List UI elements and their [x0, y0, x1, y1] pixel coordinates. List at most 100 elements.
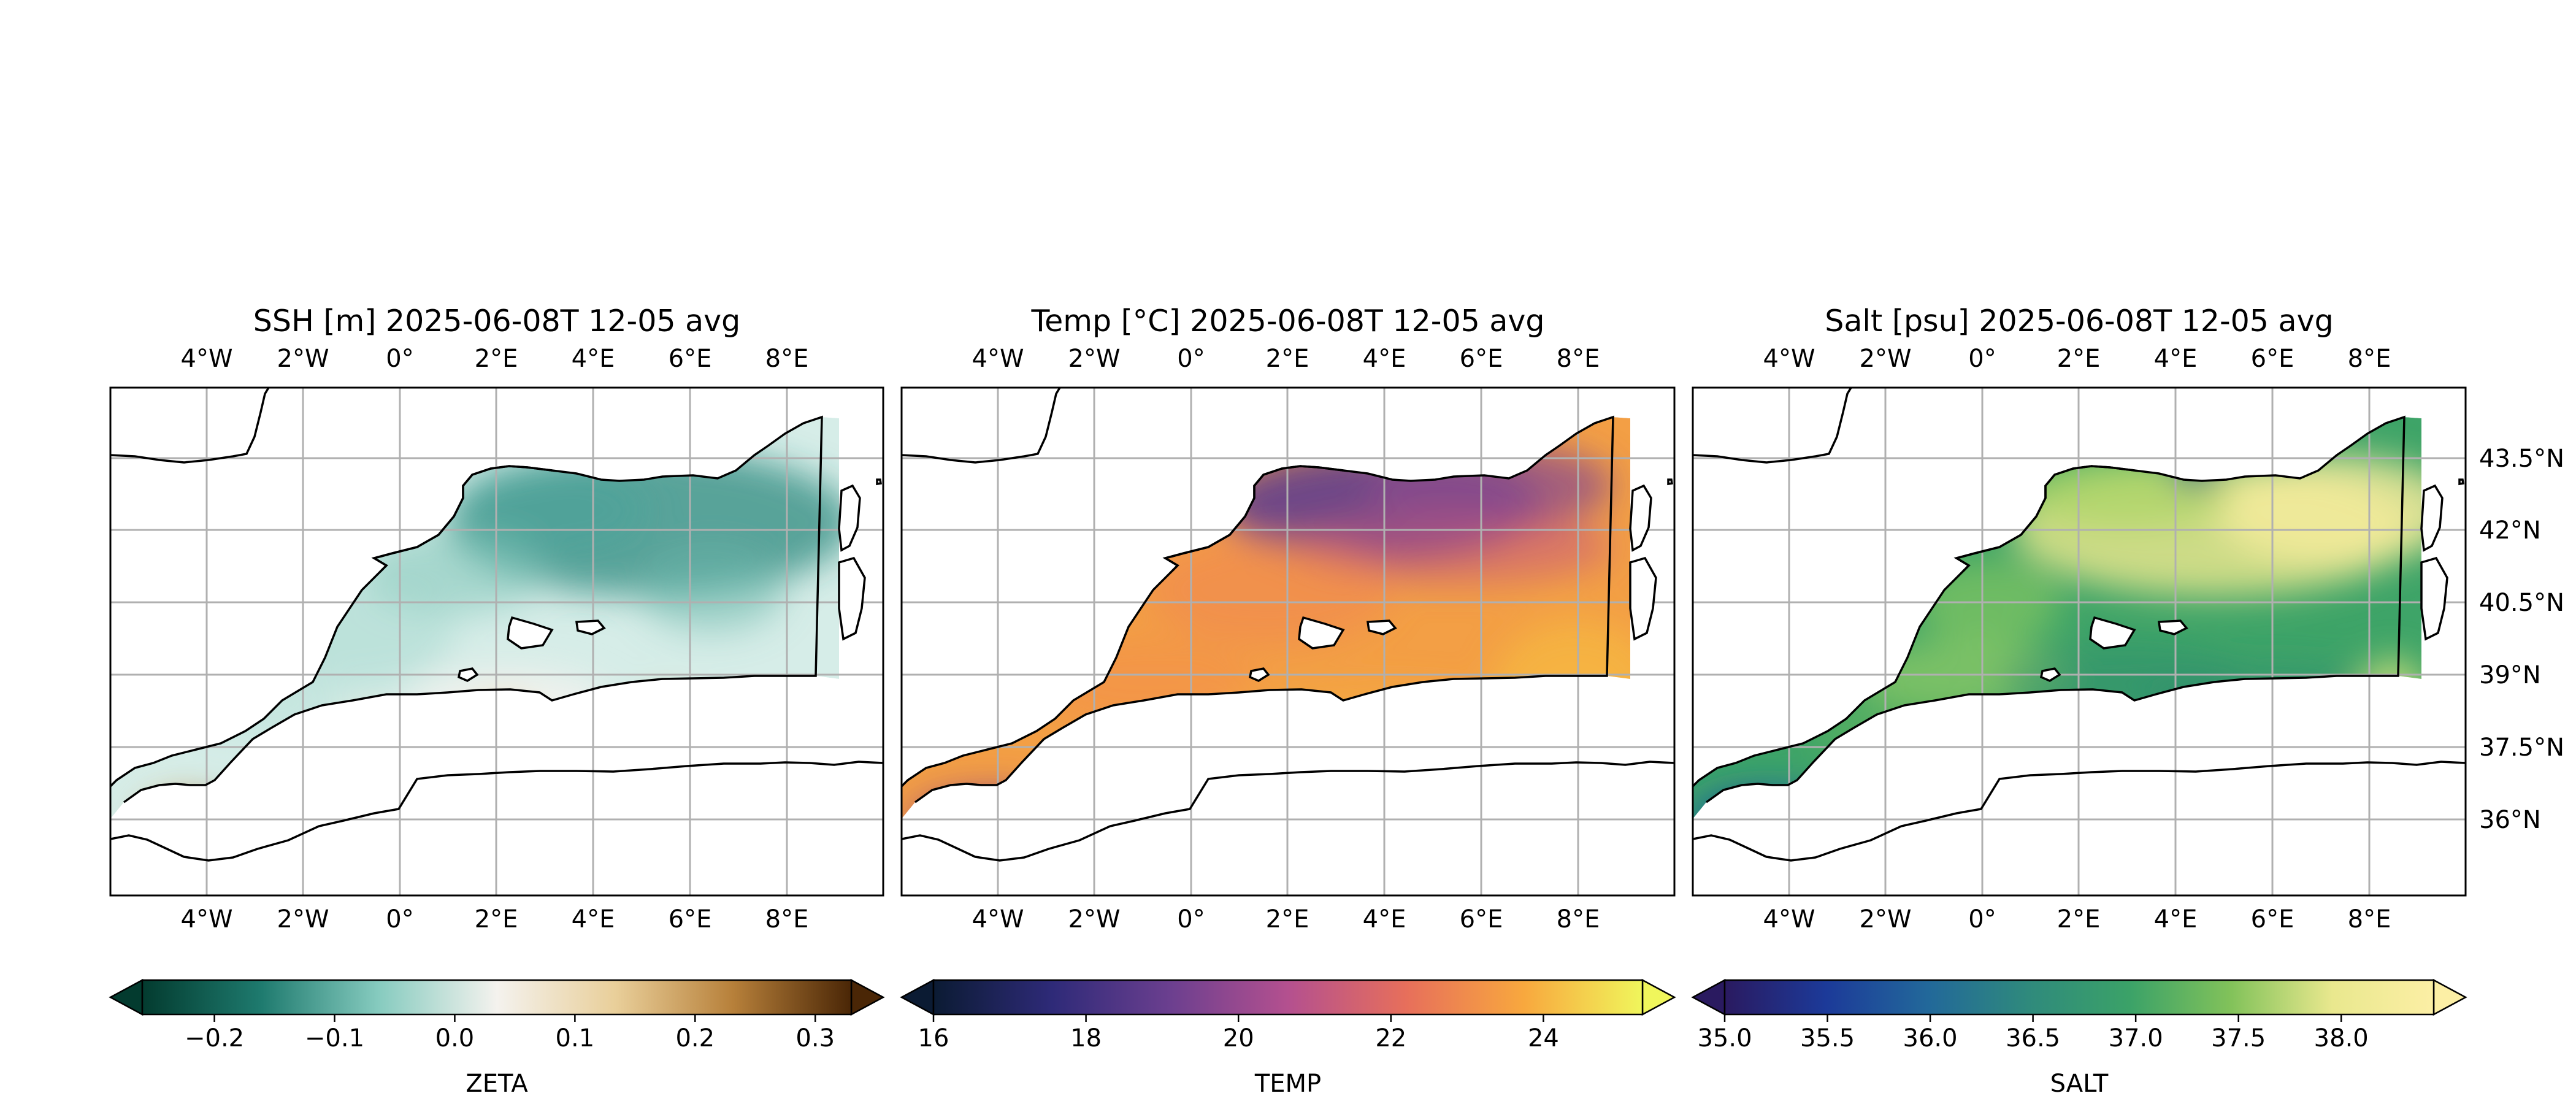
colorbar-ramp	[1723, 979, 2435, 1016]
colorbar-ssh: −0.2 −0.1 0.0 0.1 0.2 0.3 ZETA	[109, 978, 885, 1098]
lon-label-bottom: 4°E	[572, 905, 615, 933]
lon-label-bottom: 6°E	[669, 905, 712, 933]
colorbar-tick-label: 16	[918, 1024, 949, 1052]
island	[1249, 667, 1270, 682]
colorbar-temp: 16 18 20 22 24 TEMP	[900, 978, 1676, 1098]
lon-label-bottom: 4°E	[1363, 905, 1406, 933]
panel-salt: Salt [psu] 2025-06-08T 12-05 avg 4°W 4°W 2°…	[1691, 304, 2564, 1098]
lon-label-top: 4°E	[572, 345, 615, 373]
lon-label-bottom: 2°E	[475, 905, 518, 933]
lon-label-bottom: 6°E	[2251, 905, 2294, 933]
lat-label: 43.5°N	[2479, 445, 2564, 473]
colorbar-tick-label: −0.2	[185, 1024, 244, 1052]
lon-label-bottom: 2°E	[2057, 905, 2101, 933]
island	[507, 616, 554, 650]
island	[2420, 556, 2448, 641]
lon-label-bottom: 8°E	[765, 905, 809, 933]
lon-label-top: 2°E	[1266, 345, 1309, 373]
lon-label-top: 4°E	[1363, 345, 1406, 373]
colorbar-ramp	[141, 979, 853, 1016]
colorbar-tick-label: 20	[1223, 1024, 1254, 1052]
island	[838, 484, 861, 552]
colorbar-tick-label: 36.5	[2006, 1024, 2060, 1052]
panel-title: Temp [°C] 2025-06-08T 12-05 avg	[1030, 304, 1544, 339]
coastline	[110, 388, 883, 862]
colorbar-label: ZETA	[466, 1070, 528, 1098]
island	[876, 478, 883, 486]
island	[575, 619, 606, 635]
colorbar-extend-high	[1641, 978, 1676, 1016]
lon-label-top: 4°W	[1763, 345, 1815, 373]
lon-label-top: 0°	[1177, 345, 1205, 373]
lat-label: 36°N	[2479, 806, 2541, 834]
lon-label-top: 0°	[386, 345, 413, 373]
colorbar-tick-label: 35.0	[1697, 1024, 1752, 1052]
map-frame	[109, 386, 884, 897]
colorbar-ramp	[932, 979, 1644, 1016]
lon-label-bottom: 6°E	[1460, 905, 1503, 933]
lon-label-bottom: 0°	[1177, 905, 1205, 933]
island	[1366, 619, 1397, 635]
colorbar-salt: 35.0 35.5 36.0 36.5 37.0 37.5 38.0 SALT	[1691, 978, 2467, 1098]
lon-label-bottom: 4°W	[1763, 905, 1815, 933]
lon-label-bottom: 2°W	[277, 905, 329, 933]
coastline	[902, 388, 1674, 862]
lon-label-top: 8°E	[2348, 345, 2391, 373]
colorbar-extend-high	[2432, 978, 2467, 1016]
lon-label-top: 8°E	[1557, 345, 1600, 373]
island	[1629, 556, 1657, 641]
lon-label-bottom: 4°W	[181, 905, 233, 933]
lon-label-top: 6°E	[669, 345, 712, 373]
island	[1629, 484, 1652, 552]
lon-label-top: 0°	[1968, 345, 1996, 373]
map-frame	[900, 386, 1676, 897]
colorbar-tick-label: 36.0	[1903, 1024, 1958, 1052]
lon-label-top: 2°W	[277, 345, 329, 373]
colorbar-tick-label: 0.3	[795, 1024, 835, 1052]
island	[2157, 619, 2188, 635]
graticule	[902, 388, 1674, 895]
lon-label-top: 2°E	[475, 345, 518, 373]
colorbar-tick-label: −0.1	[305, 1024, 364, 1052]
lon-label-bottom: 0°	[386, 905, 413, 933]
graticule	[110, 388, 883, 895]
lon-label-bottom: 2°W	[1068, 905, 1121, 933]
colorbar-label: SALT	[2050, 1070, 2109, 1098]
lat-label: 40.5°N	[2479, 589, 2564, 617]
panel-ssh: SSH [m] 2025-06-08T 12-05 avg 4°W 4°W 2°W 2°…	[109, 304, 885, 1098]
graticule	[1693, 388, 2466, 895]
lon-label-bottom: 2°W	[1860, 905, 1912, 933]
lat-label: 42°N	[2479, 516, 2541, 545]
island	[458, 667, 479, 682]
panel-title: SSH [m] 2025-06-08T 12-05 avg	[253, 304, 741, 339]
map-frame	[1692, 386, 2467, 897]
colorbar-tick-label: 35.5	[1800, 1024, 1855, 1052]
lon-label-top: 2°W	[1068, 345, 1121, 373]
lon-label-bottom: 2°E	[1266, 905, 1309, 933]
lon-label-top: 2°E	[2057, 345, 2101, 373]
lon-label-bottom: 0°	[1968, 905, 1996, 933]
island	[838, 556, 866, 641]
lon-label-top: 6°E	[2251, 345, 2294, 373]
coastline	[1693, 388, 2466, 862]
panel-title: Salt [psu] 2025-06-08T 12-05 avg	[1825, 304, 2333, 339]
island	[2420, 484, 2444, 552]
colorbar-tick-label: 0.2	[675, 1024, 715, 1052]
lon-label-top: 4°W	[972, 345, 1024, 373]
colorbar-label: TEMP	[1254, 1070, 1321, 1098]
lat-label: 39°N	[2479, 661, 2541, 689]
lon-label-bottom: 8°E	[2348, 905, 2391, 933]
colorbar-tick-label: 22	[1375, 1024, 1406, 1052]
island	[2089, 616, 2136, 650]
lon-label-bottom: 8°E	[1557, 905, 1600, 933]
lon-label-top: 6°E	[1460, 345, 1503, 373]
island	[2040, 667, 2061, 682]
colorbar-tick-label: 37.0	[2109, 1024, 2163, 1052]
island	[1298, 616, 1345, 650]
island	[1667, 478, 1674, 486]
colorbar-tick-label: 18	[1070, 1024, 1102, 1052]
colorbar-tick-label: 0.0	[435, 1024, 475, 1052]
island	[2458, 478, 2465, 486]
colorbar-tick-label: 0.1	[556, 1024, 595, 1052]
